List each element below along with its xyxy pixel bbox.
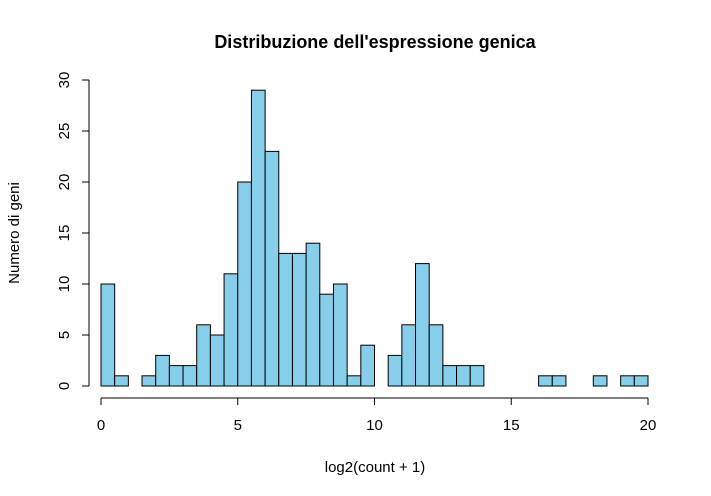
histogram-bar xyxy=(551,375,567,387)
y-tick-label: 15 xyxy=(56,225,73,242)
histogram-bar xyxy=(360,344,376,387)
histogram-bar xyxy=(620,375,635,387)
histogram-bar xyxy=(237,181,252,387)
histogram-bar xyxy=(141,375,157,387)
histogram-bar xyxy=(456,365,471,387)
histogram-bar xyxy=(442,365,458,387)
histogram-bar xyxy=(168,365,184,387)
histogram-bar xyxy=(278,252,293,387)
histogram-bar xyxy=(387,354,403,387)
chart-title: Distribuzione dell'espressione genica xyxy=(214,32,536,52)
histogram-bar xyxy=(415,263,430,387)
histogram-bar xyxy=(155,354,170,387)
y-tick-label: 0 xyxy=(56,382,73,390)
x-tick-label: 20 xyxy=(640,417,657,434)
x-tick-label: 0 xyxy=(97,417,105,434)
histogram-bar xyxy=(223,273,239,387)
histogram-bar xyxy=(209,334,225,387)
histogram-bar xyxy=(428,324,444,387)
histogram-bar xyxy=(100,283,116,387)
y-tick-label: 5 xyxy=(56,331,73,339)
histogram-bar xyxy=(250,89,266,387)
histogram-bar xyxy=(332,283,348,387)
histogram-bar xyxy=(469,365,485,387)
bars-group xyxy=(100,89,649,387)
histogram-bar xyxy=(633,375,649,387)
histogram-bar xyxy=(305,242,321,387)
y-axis: 0 5 10 15 20 25 30 xyxy=(56,72,90,390)
x-tick-label: 15 xyxy=(503,417,520,434)
y-tick-label: 10 xyxy=(56,276,73,293)
histogram-bar xyxy=(114,375,129,387)
histogram-bar xyxy=(264,150,280,387)
x-axis-label: log2(count + 1) xyxy=(325,459,425,476)
histogram-bar xyxy=(346,375,362,387)
histogram-bar xyxy=(196,324,211,387)
x-tick-label: 5 xyxy=(234,417,242,434)
y-axis-label: Numero di geni xyxy=(6,182,23,284)
histogram-bar xyxy=(538,375,553,387)
y-tick-label: 30 xyxy=(56,72,73,89)
x-tick-label: 10 xyxy=(366,417,383,434)
y-tick-label: 20 xyxy=(56,174,73,191)
x-axis: 0 5 10 15 20 xyxy=(97,397,657,434)
histogram-bar xyxy=(182,365,198,387)
histogram-bar xyxy=(319,293,334,387)
histogram-bar xyxy=(401,324,417,387)
y-tick-label: 25 xyxy=(56,123,73,140)
histogram-bar xyxy=(291,252,307,387)
histogram-bar xyxy=(592,375,608,387)
